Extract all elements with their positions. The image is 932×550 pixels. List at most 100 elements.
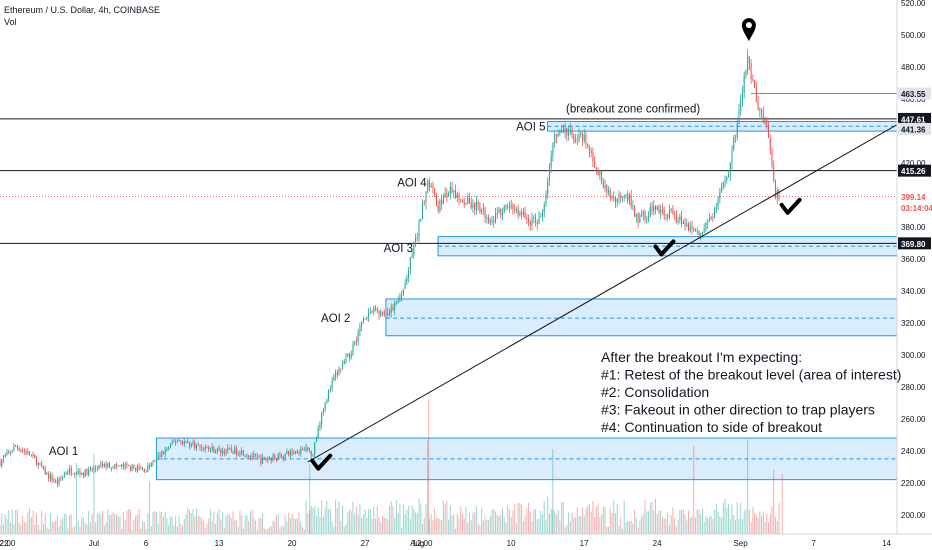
candle-body: [649, 206, 651, 217]
candle-body: [561, 129, 563, 131]
candle-body: [646, 218, 648, 220]
volume-bar: [249, 511, 251, 534]
volume-bar: [302, 527, 304, 534]
volume-bar: [362, 514, 364, 534]
symbol-title[interactable]: Ethereum / U.S. Dollar, 4h, COINBASE: [4, 5, 161, 15]
volume-bar: [1, 513, 3, 534]
volume-bar: [51, 521, 53, 534]
candle-body: [547, 180, 549, 195]
level-price-label: 463.55: [901, 90, 926, 99]
volume-bar: [220, 519, 222, 534]
volume-bar: [773, 469, 775, 534]
candle-body: [281, 454, 283, 458]
candle-body: [644, 211, 646, 220]
candle-body: [201, 446, 203, 449]
candle-body: [637, 213, 639, 223]
candle-body: [213, 446, 215, 453]
candle-body: [557, 133, 559, 137]
candle-body: [192, 442, 194, 444]
candle-body: [216, 448, 218, 452]
volume-bar: [298, 512, 300, 534]
candle-body: [67, 471, 69, 474]
volume-bar: [173, 525, 175, 534]
zone-label: AOI 4: [397, 177, 427, 189]
candle-body: [239, 453, 241, 455]
candle-body: [380, 311, 382, 316]
volume-bar: [228, 514, 231, 534]
volume-bar: [508, 509, 510, 534]
volume-bar: [654, 498, 657, 534]
candle-body: [317, 428, 319, 439]
volume-bar: [369, 509, 371, 534]
candle-body: [639, 215, 641, 223]
volume-bar: [689, 517, 691, 534]
candle-body: [500, 208, 502, 216]
trendline-layer[interactable]: [307, 124, 898, 463]
volume-bar: [754, 513, 756, 534]
volume-bar: [159, 511, 161, 534]
candle-body: [362, 318, 364, 324]
candle-body: [484, 208, 486, 219]
volume-bar: [461, 514, 464, 534]
candle-body: [461, 200, 464, 202]
volume-bar: [149, 481, 151, 534]
candle-body: [300, 448, 302, 454]
volume-bar: [448, 519, 450, 534]
volume-bar: [230, 517, 232, 534]
volume-bar: [303, 529, 305, 534]
volume-bar: [668, 525, 670, 534]
candle-body: [653, 205, 655, 212]
volume-bar: [601, 514, 603, 534]
candle-body: [34, 454, 36, 459]
candle-body: [84, 469, 86, 476]
candle-body: [616, 198, 618, 203]
volume-bar: [164, 512, 166, 534]
volume-bar: [348, 509, 351, 534]
candle-body: [268, 457, 271, 460]
volume-bar: [606, 526, 608, 534]
volume-bar: [208, 518, 210, 534]
candle-body: [496, 213, 498, 214]
volume-bar: [248, 521, 250, 534]
volume-bar: [613, 500, 615, 534]
volume-bar: [576, 506, 578, 534]
candle-body: [601, 171, 603, 182]
candle-body: [517, 209, 519, 216]
volume-bar: [663, 518, 665, 534]
volume-bar: [91, 514, 93, 534]
volume-bar: [646, 511, 648, 534]
candle-body: [463, 200, 465, 205]
price-axis[interactable]: 200.00 220.00 240.00 260.00 280.00 300.00 320.…: [896, 0, 932, 550]
volume-bar: [288, 512, 290, 534]
candle-body: [2, 457, 4, 461]
candle-body: [175, 441, 177, 443]
volume-label[interactable]: Vol: [4, 17, 17, 27]
volume-bar: [552, 509, 554, 534]
candle-body: [333, 376, 335, 381]
candle-body: [474, 203, 476, 210]
volume-bar: [757, 518, 759, 534]
candle-body: [100, 463, 102, 466]
volume-bar: [769, 513, 771, 534]
volume-bar: [79, 526, 81, 534]
volume-bar: [409, 519, 411, 534]
candle-body: [767, 124, 770, 139]
volume-bar: [724, 498, 726, 534]
candle-body: [30, 454, 32, 456]
price-axis-background: [897, 0, 932, 550]
candle-body: [9, 451, 11, 453]
candle-body: [707, 220, 709, 223]
candle-body: [328, 389, 330, 400]
candle-body: [503, 206, 505, 213]
candle-body: [75, 473, 78, 475]
candle-body: [115, 464, 118, 466]
volume-bar: [651, 502, 653, 534]
candle-body: [347, 353, 349, 357]
volume-bar: [444, 504, 446, 534]
candle-body: [230, 448, 232, 452]
price-tick-label: 300.00: [901, 351, 926, 360]
volume-bar: [262, 513, 264, 534]
candle-body: [82, 472, 84, 476]
